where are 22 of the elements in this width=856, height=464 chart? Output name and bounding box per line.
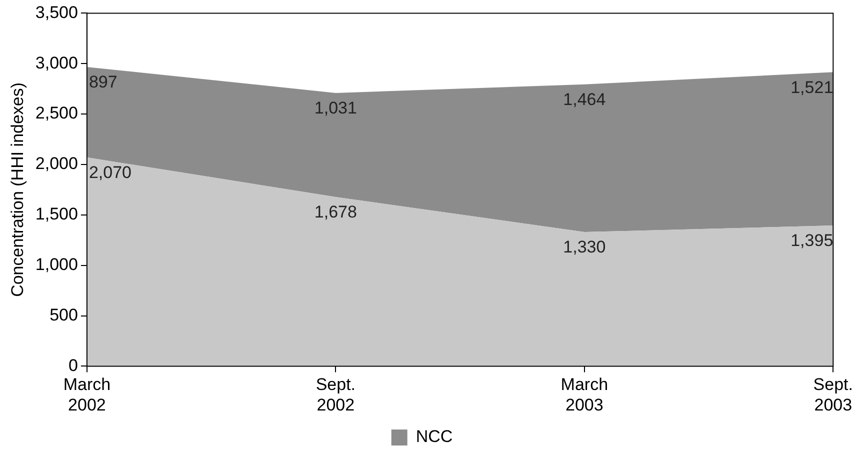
data-label: 1,330 bbox=[563, 238, 606, 257]
data-label: 2,070 bbox=[88, 163, 132, 182]
y-tick-label: 500 bbox=[50, 305, 78, 324]
y-tick-label: 1,500 bbox=[35, 204, 78, 224]
x-tick-label: Sept. 2002 bbox=[316, 375, 356, 414]
legend-label: NCC bbox=[416, 427, 453, 446]
x-tick-label: Sept. 2003 bbox=[813, 375, 854, 414]
x-tick-label: March 2002 bbox=[63, 375, 111, 414]
data-label: 1,521 bbox=[790, 78, 834, 97]
y-tick-label: 2,500 bbox=[35, 104, 78, 123]
data-label: 1,464 bbox=[563, 90, 606, 110]
y-tick-label: 0 bbox=[68, 356, 78, 375]
x-tick-label: March 2003 bbox=[560, 375, 608, 414]
data-label: 897 bbox=[88, 72, 118, 92]
data-label: 1,678 bbox=[314, 202, 357, 222]
data-label: 1,031 bbox=[314, 98, 357, 118]
y-axis-title: Concentration (HHI indexes) bbox=[8, 82, 27, 297]
y-tick-label: 3,500 bbox=[35, 2, 78, 22]
data-label: 1,395 bbox=[790, 231, 834, 250]
y-tick-label: 2,000 bbox=[35, 154, 78, 174]
y-tick-label: 3,000 bbox=[35, 53, 78, 72]
y-tick-label: 1,000 bbox=[35, 255, 78, 274]
